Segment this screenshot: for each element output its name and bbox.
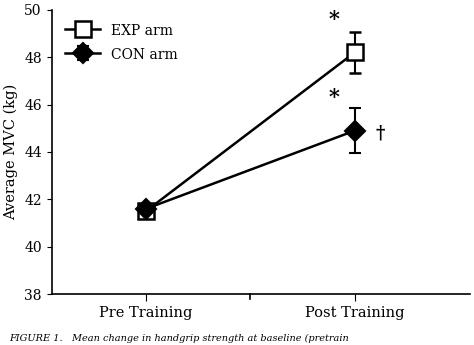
Legend: EXP arm, CON arm: EXP arm, CON arm	[58, 17, 185, 68]
Text: FIGURE 1.   Mean change in handgrip strength at baseline (pretrain: FIGURE 1. Mean change in handgrip streng…	[9, 334, 349, 343]
Text: *: *	[328, 9, 339, 29]
Text: *: *	[328, 87, 339, 107]
Text: †: †	[376, 124, 385, 142]
Y-axis label: Average MVC (kg): Average MVC (kg)	[4, 84, 18, 220]
